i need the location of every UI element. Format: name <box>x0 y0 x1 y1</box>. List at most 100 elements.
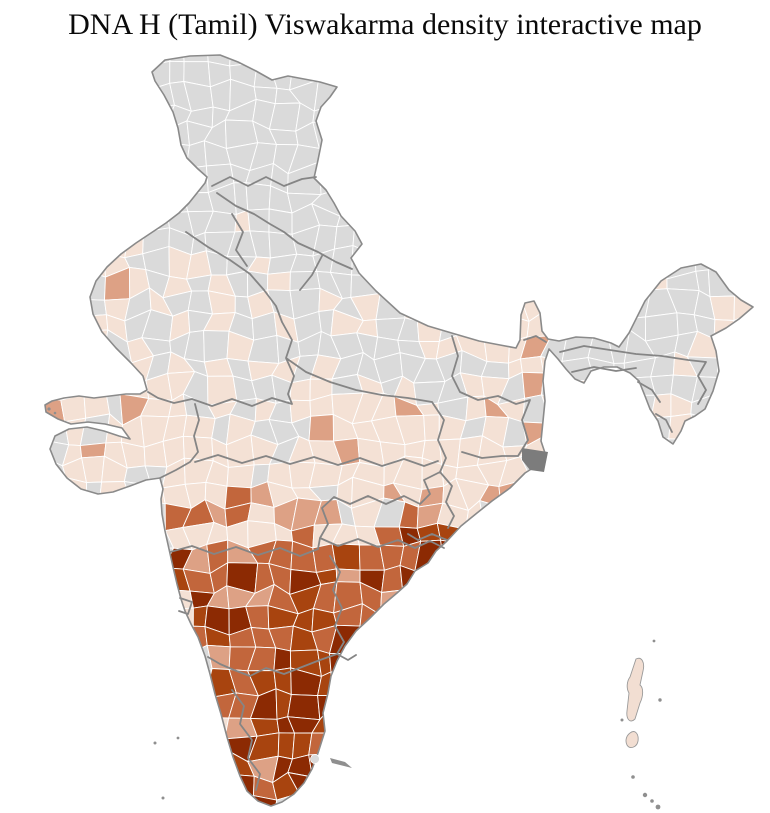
district-cell[interactable] <box>687 208 712 229</box>
district-cell[interactable] <box>755 715 770 732</box>
district-cell[interactable] <box>267 17 295 46</box>
district-cell[interactable] <box>736 245 755 271</box>
district-cell[interactable] <box>123 481 152 505</box>
district-cell[interactable] <box>420 269 446 291</box>
district-cell[interactable] <box>673 731 693 763</box>
district-cell[interactable] <box>436 17 462 45</box>
district-cell[interactable] <box>476 581 507 613</box>
district-cell[interactable] <box>421 710 448 737</box>
district-cell[interactable] <box>498 206 523 232</box>
district-cell[interactable] <box>36 753 70 784</box>
district-cell[interactable] <box>36 82 67 110</box>
district-cell[interactable] <box>629 750 658 779</box>
district-cell[interactable] <box>246 22 280 46</box>
district-cell[interactable] <box>651 57 677 88</box>
district-cell[interactable] <box>519 64 550 91</box>
district-cell[interactable] <box>56 85 87 106</box>
district-cell[interactable] <box>602 266 637 298</box>
district-cell[interactable] <box>57 165 89 193</box>
district-cell[interactable] <box>379 737 404 762</box>
district-cell[interactable] <box>415 125 447 150</box>
district-cell[interactable] <box>38 288 64 321</box>
district-cell[interactable] <box>710 602 741 630</box>
district-cell[interactable] <box>78 673 112 695</box>
district-cell[interactable] <box>351 245 383 277</box>
district-cell[interactable] <box>750 37 770 70</box>
district-cell[interactable] <box>521 567 544 593</box>
district-cell[interactable] <box>107 772 132 798</box>
district-cell[interactable] <box>108 673 129 698</box>
district-cell[interactable] <box>734 355 759 383</box>
district-cell[interactable] <box>142 141 175 170</box>
district-cell[interactable] <box>182 791 216 813</box>
district-cell[interactable] <box>333 732 363 757</box>
district-cell[interactable] <box>169 60 185 84</box>
district-cell[interactable] <box>148 165 175 190</box>
district-cell[interactable] <box>629 775 657 796</box>
district-cell[interactable] <box>710 584 741 611</box>
district-cell[interactable] <box>231 21 255 46</box>
district-cell[interactable] <box>691 547 714 568</box>
district-cell[interactable] <box>60 212 88 236</box>
district-cell[interactable] <box>64 690 81 721</box>
district-cell[interactable] <box>586 629 613 653</box>
district-cell[interactable] <box>203 330 230 363</box>
district-cell[interactable] <box>122 106 154 123</box>
district-cell[interactable] <box>352 186 385 216</box>
district-cell[interactable] <box>20 335 39 362</box>
district-cell[interactable] <box>737 437 759 463</box>
district-cell[interactable] <box>123 85 150 110</box>
district-cell[interactable] <box>393 249 424 273</box>
district-cell[interactable] <box>15 15 46 39</box>
district-cell[interactable] <box>458 255 484 277</box>
district-cell[interactable] <box>15 0 47 21</box>
district-cell[interactable] <box>645 416 672 440</box>
district-cell[interactable] <box>183 0 215 24</box>
district-cell[interactable] <box>36 738 70 760</box>
district-cell[interactable] <box>755 587 770 612</box>
district-cell[interactable] <box>560 172 585 192</box>
district-cell[interactable] <box>43 673 70 699</box>
district-cell[interactable] <box>393 603 424 637</box>
district-cell[interactable] <box>560 547 589 567</box>
district-cell[interactable] <box>478 123 507 149</box>
district-cell[interactable] <box>458 293 487 314</box>
district-cell[interactable] <box>161 188 189 214</box>
district-cell[interactable] <box>734 268 755 298</box>
district-cell[interactable] <box>711 707 740 739</box>
district-cell[interactable] <box>688 649 713 676</box>
district-cell[interactable] <box>563 188 589 213</box>
district-cell[interactable] <box>604 377 629 397</box>
district-cell[interactable] <box>15 709 45 739</box>
district-cell[interactable] <box>582 56 609 88</box>
district-cell[interactable] <box>26 374 47 399</box>
district-cell[interactable] <box>330 162 357 192</box>
district-cell[interactable] <box>626 57 658 88</box>
district-cell[interactable] <box>98 795 122 813</box>
district-cell[interactable] <box>563 587 591 613</box>
district-cell[interactable] <box>445 648 467 673</box>
district-cell[interactable] <box>691 83 720 112</box>
district-cell[interactable] <box>520 356 545 374</box>
district-cell[interactable] <box>523 608 542 636</box>
district-cell[interactable] <box>754 729 770 760</box>
district-cell[interactable] <box>582 583 614 611</box>
district-cell[interactable] <box>56 539 88 563</box>
district-cell[interactable] <box>561 714 593 741</box>
district-cell[interactable] <box>357 778 378 801</box>
district-cell[interactable] <box>0 375 26 399</box>
district-cell[interactable] <box>707 498 737 527</box>
district-cell[interactable] <box>691 585 716 611</box>
district-cell[interactable] <box>480 287 511 317</box>
district-cell[interactable] <box>750 329 770 358</box>
district-cell[interactable] <box>752 21 770 46</box>
district-cell[interactable] <box>503 63 528 83</box>
district-cell[interactable] <box>675 208 696 229</box>
district-cell[interactable] <box>162 589 194 611</box>
district-cell[interactable] <box>399 148 417 172</box>
district-cell[interactable] <box>311 773 337 804</box>
district-cell[interactable] <box>627 519 653 543</box>
district-cell[interactable] <box>392 80 422 112</box>
district-cell[interactable] <box>0 630 20 651</box>
district-cell[interactable] <box>0 317 26 337</box>
